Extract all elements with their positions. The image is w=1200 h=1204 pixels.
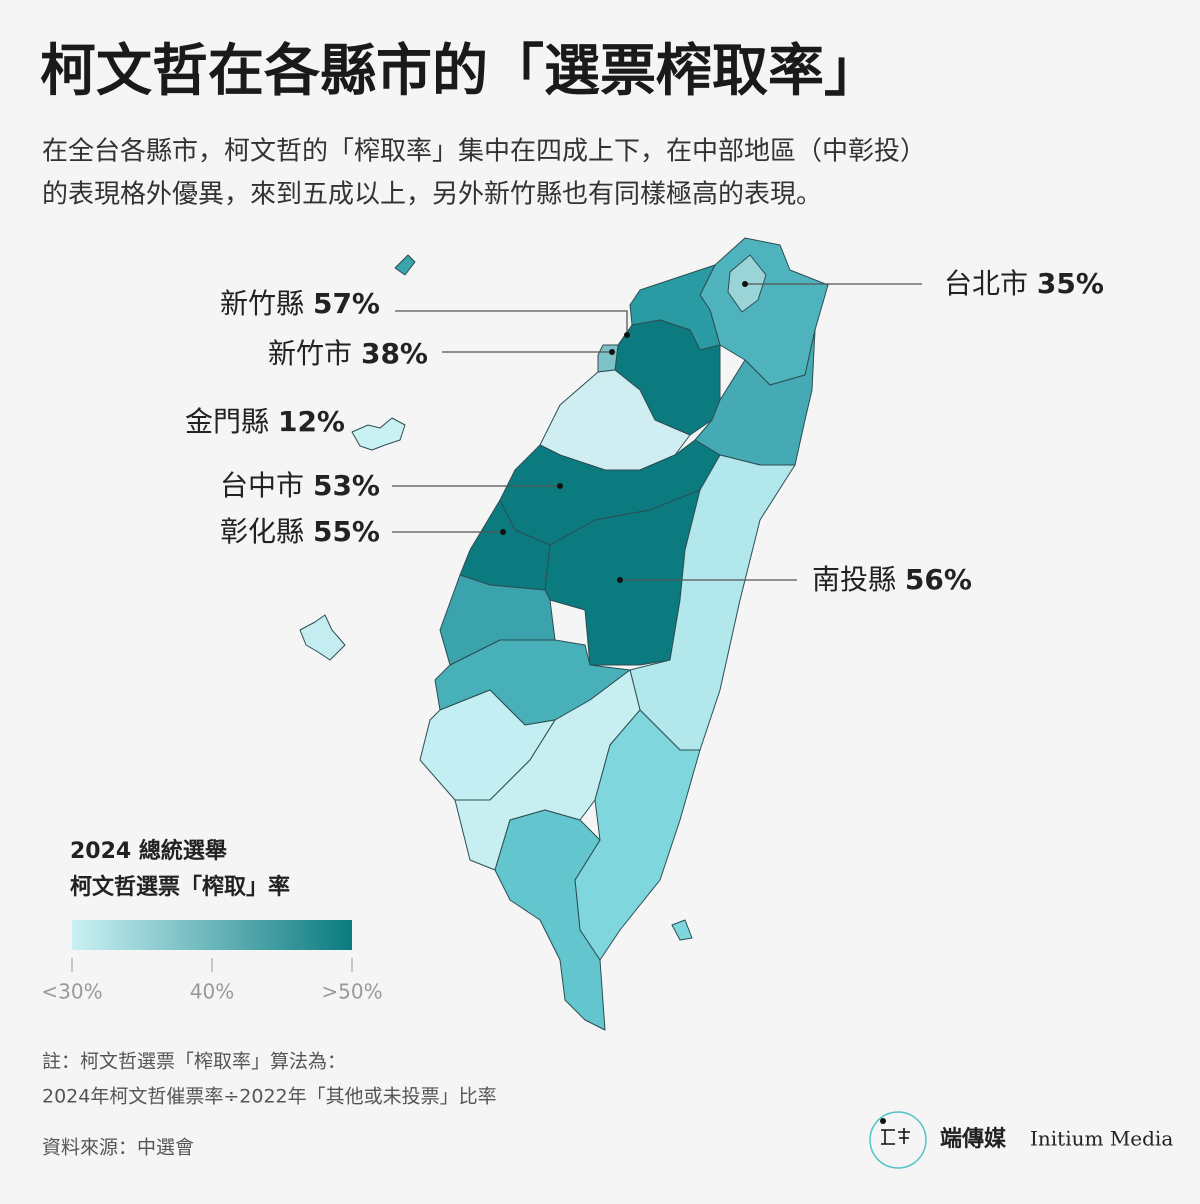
county [671, 919, 693, 941]
county-name: 新竹縣 [220, 287, 304, 320]
leader-dot [624, 332, 630, 338]
county [394, 254, 416, 276]
leader-line [395, 310, 628, 335]
county [494, 809, 606, 1031]
callout: 南投縣 56% [812, 563, 972, 596]
callout: 新竹市 38% [268, 337, 428, 370]
county-value: 53% [313, 469, 380, 502]
county [351, 417, 406, 451]
county-name: 彰化縣 [220, 515, 304, 548]
leader-dot [609, 349, 615, 355]
callout: 台北市 35% [944, 267, 1104, 300]
legend-ticks: <30% 40% >50% [41, 958, 383, 1004]
subtitle-line: 的表現格外優異，來到五成以上，另外新竹縣也有同樣極高的表現。 [42, 180, 822, 210]
legend-tick-label: <30% [41, 980, 102, 1004]
source: 資料來源：中選會 [42, 1137, 194, 1159]
leader-dot [500, 529, 506, 535]
legend-title: 柯文哲選票「榨取」率 [70, 874, 290, 900]
county-name: 台北市 [944, 267, 1028, 300]
callout: 台中市 53% [220, 469, 380, 502]
county-name: 新竹市 [268, 337, 352, 370]
map [299, 237, 829, 1031]
legend-gradient [72, 920, 352, 950]
county-value: 38% [361, 337, 428, 370]
note: 2024年柯文哲催票率÷2022年「其他或未投票」比率 [42, 1086, 497, 1108]
callouts: 新竹縣 57% 新竹市 38% 金門縣 12% 台中市 53% 彰化縣 55% 台北市 3… [185, 267, 1104, 596]
leader-dot [557, 483, 563, 489]
callout: 新竹縣 57% [220, 287, 380, 320]
county-name: 台中市 [220, 469, 304, 502]
county-value: 55% [313, 515, 380, 548]
legend-tick-label: >50% [321, 980, 382, 1004]
legend-tick-label: 40% [190, 980, 234, 1004]
county-value: 56% [905, 563, 972, 596]
brand-name: 端傳媒 [940, 1126, 1007, 1152]
county-name: 金門縣 [185, 405, 269, 438]
county-value: 12% [278, 405, 345, 438]
county-value: 57% [313, 287, 380, 320]
subtitle-line: 在全台各縣市，柯文哲的「榨取率」集中在四成上下，在中部地區（中彰投） [42, 137, 926, 167]
callout: 金門縣 12% [185, 405, 345, 438]
county [597, 344, 619, 373]
logo [869, 1111, 927, 1169]
county-value: 35% [1037, 267, 1104, 300]
title: 柯文哲在各縣市的「選票榨取率」 [40, 39, 880, 104]
leader-dot [617, 577, 623, 583]
note: 註：柯文哲選票「榨取率」算法為： [42, 1051, 346, 1073]
leader-dot [742, 281, 748, 287]
brand-name-en: Initium Media [1030, 1127, 1173, 1151]
legend-title: 2024 總統選舉 [70, 838, 228, 864]
callout: 彰化縣 55% [220, 515, 380, 548]
county [299, 614, 346, 661]
county-name: 南投縣 [812, 563, 896, 596]
